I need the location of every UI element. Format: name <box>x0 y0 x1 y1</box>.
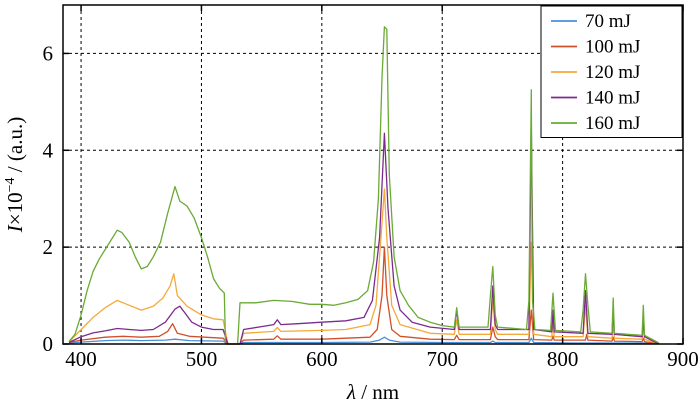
x-tick-label: 800 <box>547 347 579 371</box>
series-line <box>68 246 660 345</box>
grid-layer <box>63 5 683 344</box>
x-axis-title: λ / nm <box>346 380 399 404</box>
series-line <box>68 188 660 345</box>
y-tick-label: 0 <box>43 332 54 356</box>
y-axis-exponent: −4 <box>3 177 18 192</box>
series-layer <box>68 26 660 345</box>
y-tick-label: 6 <box>43 41 54 65</box>
y-tick-label: 2 <box>43 235 54 259</box>
y-axis-unit: / (a.u.) <box>3 117 27 178</box>
legend: 70 mJ 100 mJ 120 mJ 140 mJ 160 mJ <box>540 5 683 138</box>
y-axis-mid: ×10 <box>3 192 27 225</box>
x-tick-label: 500 <box>186 347 218 371</box>
y-tick-label: 4 <box>43 138 54 162</box>
legend-label: 100 mJ <box>585 37 640 58</box>
x-tick-label: 700 <box>426 347 458 371</box>
legend-label: 140 mJ <box>585 88 640 109</box>
series-line <box>68 336 659 345</box>
y-axis-var: I <box>3 224 27 233</box>
plot-frame <box>62 4 684 345</box>
x-axis-unit: / nm <box>356 380 399 404</box>
legend-label: 120 mJ <box>585 62 640 83</box>
x-axis-var: λ <box>346 380 356 404</box>
series-line <box>68 26 660 345</box>
legend-label: 160 mJ <box>585 113 640 134</box>
tick-layer: 400 500 600 700 800 900 0 2 4 6 <box>43 5 699 371</box>
x-tick-label: 600 <box>306 347 338 371</box>
series-line <box>68 125 660 345</box>
x-tick-label: 400 <box>65 347 97 371</box>
legend-label: 70 mJ <box>585 11 631 32</box>
y-axis-title: I×10−4 / (a.u.) <box>3 117 27 233</box>
x-tick-label: 900 <box>667 347 699 371</box>
